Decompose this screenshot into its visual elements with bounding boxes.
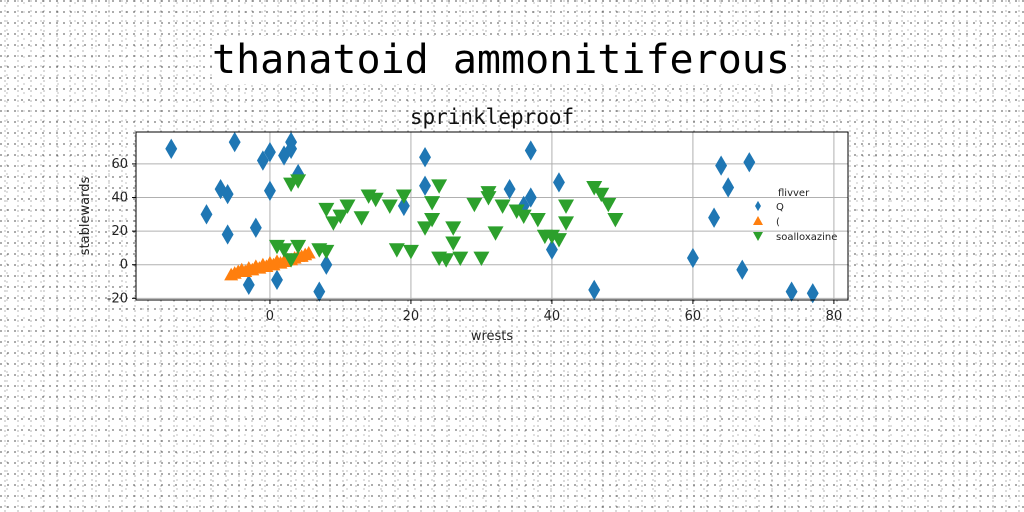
data-points <box>165 131 819 304</box>
data-point <box>397 195 410 217</box>
data-point <box>242 274 255 296</box>
data-point <box>806 283 819 304</box>
data-point <box>271 269 283 290</box>
data-point <box>419 175 431 196</box>
y-tick-label: -20 <box>107 291 128 306</box>
y-axis-label: stablewards <box>78 177 93 256</box>
data-point <box>545 239 558 260</box>
data-point <box>285 131 298 153</box>
data-point <box>353 211 370 226</box>
data-point <box>165 138 178 159</box>
chart-title: sprinkleproof <box>410 105 574 129</box>
data-point <box>249 217 262 238</box>
data-point <box>743 152 756 173</box>
axis-ticks: 0 20 40 60 80 -20 0 20 40 60 <box>107 157 842 324</box>
data-point <box>339 199 356 214</box>
data-point <box>320 254 333 275</box>
data-point <box>452 251 469 266</box>
data-point <box>417 221 434 236</box>
data-point <box>558 199 575 214</box>
data-point <box>318 202 335 218</box>
data-point <box>221 184 234 205</box>
plot-area-frame <box>135 131 849 301</box>
data-point <box>388 243 405 258</box>
data-point <box>221 224 234 245</box>
y-tick-label: 20 <box>111 224 128 239</box>
data-point <box>438 253 455 268</box>
legend-entry-label: soalloxazine <box>776 232 837 243</box>
x-tick-label: 60 <box>685 309 702 324</box>
data-point <box>301 245 316 259</box>
data-point <box>494 199 511 214</box>
data-point <box>722 177 735 198</box>
legend-marker <box>755 200 761 212</box>
data-point <box>686 247 699 269</box>
legend-entry-label: ( <box>776 217 780 228</box>
series-2 <box>268 174 624 268</box>
data-point <box>263 180 276 201</box>
data-point <box>588 279 601 301</box>
x-tick-label: 20 <box>403 309 420 324</box>
y-tick-label: 40 <box>111 191 128 206</box>
legend-marker <box>753 232 763 241</box>
data-point <box>228 131 241 153</box>
data-point <box>367 192 384 208</box>
legend-title: flivver <box>778 188 810 199</box>
data-point <box>515 209 532 224</box>
figure-title: thanatoid ammonitiferous <box>212 36 790 84</box>
data-point <box>524 187 537 208</box>
data-point <box>313 281 326 302</box>
data-point <box>200 204 213 225</box>
data-point <box>480 191 497 206</box>
data-point <box>708 207 721 228</box>
data-point <box>256 150 269 171</box>
x-tick-label: 0 <box>266 309 274 324</box>
data-point <box>487 226 504 241</box>
data-point <box>276 243 293 258</box>
legend-marker <box>753 216 763 225</box>
data-point <box>290 239 307 255</box>
data-point <box>445 236 462 251</box>
data-point <box>318 244 335 260</box>
data-point <box>524 140 537 161</box>
x-tick-label: 80 <box>826 309 843 324</box>
data-point <box>214 178 227 200</box>
data-point <box>607 212 624 228</box>
data-point <box>553 172 565 193</box>
data-point <box>419 147 431 168</box>
data-point <box>503 178 516 200</box>
x-axis-label: wrests <box>471 329 514 344</box>
data-point <box>715 155 728 176</box>
y-tick-label: 60 <box>111 157 128 172</box>
data-point <box>424 196 441 211</box>
data-point <box>785 281 798 302</box>
data-point <box>402 244 419 260</box>
data-point <box>600 197 617 213</box>
data-point <box>736 259 749 280</box>
data-point <box>473 251 490 266</box>
data-point <box>283 253 300 268</box>
data-point <box>431 179 448 194</box>
x-tick-label: 40 <box>544 309 561 324</box>
legend: flivver Q ( soalloxazine <box>753 188 837 243</box>
data-point <box>325 216 342 231</box>
legend-entry-label: Q <box>776 202 784 213</box>
data-point <box>508 204 525 219</box>
data-point <box>290 174 307 189</box>
data-point <box>332 209 349 224</box>
data-point <box>550 233 567 248</box>
data-point <box>381 199 398 214</box>
data-point <box>445 221 462 236</box>
data-point <box>529 212 546 228</box>
y-tick-label: 0 <box>120 258 128 273</box>
data-point <box>263 142 276 163</box>
data-point <box>424 212 441 228</box>
data-point <box>466 197 483 213</box>
data-point <box>395 189 412 204</box>
series-0 <box>165 131 819 304</box>
data-point <box>558 216 575 231</box>
data-point <box>593 187 610 203</box>
